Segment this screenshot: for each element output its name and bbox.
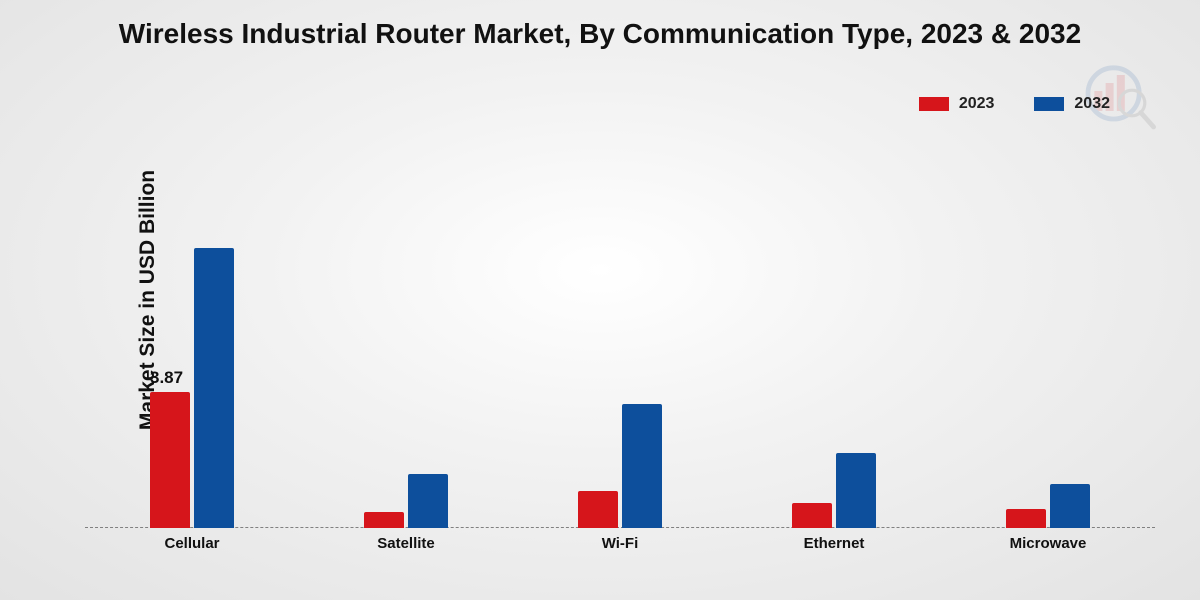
bar xyxy=(150,392,190,528)
bar-group xyxy=(727,160,941,528)
legend-item-2023: 2023 xyxy=(919,95,995,113)
legend-swatch-2032 xyxy=(1034,97,1064,111)
legend-label-2023: 2023 xyxy=(959,95,995,113)
chart-title: Wireless Industrial Router Market, By Co… xyxy=(0,18,1200,50)
bar xyxy=(836,453,876,528)
x-axis-label: Wi-Fi xyxy=(513,535,727,552)
bar-group xyxy=(513,160,727,528)
legend-item-2032: 2032 xyxy=(1034,95,1110,113)
bar xyxy=(194,248,234,528)
bar xyxy=(622,404,662,528)
legend-label-2032: 2032 xyxy=(1074,95,1110,113)
x-axis-label: Microwave xyxy=(941,535,1155,552)
bar xyxy=(1050,484,1090,528)
bar xyxy=(364,512,404,528)
chart-container: Wireless Industrial Router Market, By Co… xyxy=(0,0,1200,600)
legend-swatch-2023 xyxy=(919,97,949,111)
bar-groups: 3.87 xyxy=(85,160,1155,528)
bar-value-label: 3.87 xyxy=(150,368,183,388)
legend: 2023 2032 xyxy=(919,95,1110,113)
bar xyxy=(408,474,448,528)
plot-area: 3.87 CellularSatelliteWi-FiEthernetMicro… xyxy=(85,160,1155,550)
magnifier-lens-icon xyxy=(1119,90,1145,116)
bar-group xyxy=(941,160,1155,528)
bar-group xyxy=(299,160,513,528)
bar xyxy=(578,491,618,528)
bar xyxy=(1006,509,1046,528)
bar-group: 3.87 xyxy=(85,160,299,528)
magnifier-handle-icon xyxy=(1141,113,1154,127)
bar xyxy=(792,503,832,528)
x-axis-label: Satellite xyxy=(299,535,513,552)
x-axis-label: Ethernet xyxy=(727,535,941,552)
x-axis-label: Cellular xyxy=(85,535,299,552)
x-axis-labels: CellularSatelliteWi-FiEthernetMicrowave xyxy=(85,535,1155,552)
